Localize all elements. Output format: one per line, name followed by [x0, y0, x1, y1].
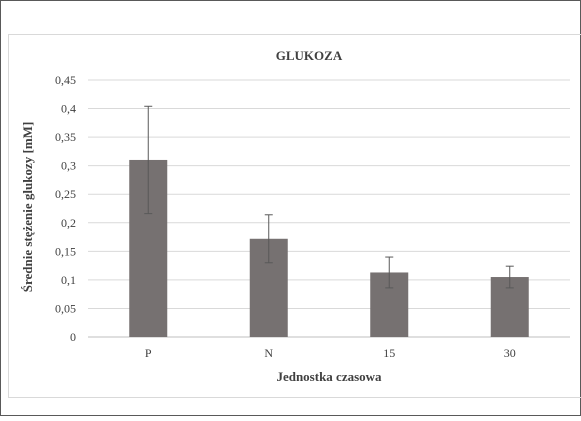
x-tick-labels: P N 15 30 [145, 346, 516, 360]
y-axis-title: Średnie stężenie glukozy [mM] [20, 122, 35, 293]
y-tick-label: 0,3 [61, 159, 76, 173]
x-tick-label: 15 [383, 346, 395, 360]
x-axis-title: Jednostka czasowa [276, 369, 382, 384]
y-tick-label: 0,25 [55, 187, 76, 201]
y-tick-label: 0,05 [55, 301, 76, 315]
chart-title: GLUKOZA [276, 48, 343, 63]
y-tick-label: 0,1 [61, 273, 76, 287]
y-tick-label: 0,4 [61, 102, 76, 116]
y-tick-label: 0,15 [55, 244, 76, 258]
error-bars [144, 105, 514, 289]
y-tick-label: 0 [70, 330, 76, 344]
bars [129, 159, 529, 337]
y-tick-label: 0,45 [55, 73, 76, 87]
y-tick-labels: 0 0,05 0,1 0,15 0,2 0,25 0,3 0,35 0,4 0,45 [55, 73, 76, 344]
x-tick-label: P [145, 346, 152, 360]
y-tick-label: 0,35 [55, 130, 76, 144]
x-tick-label: 30 [504, 346, 516, 360]
y-tick-label: 0,2 [61, 216, 76, 230]
gridlines [88, 79, 570, 338]
x-tick-label: N [264, 346, 273, 360]
